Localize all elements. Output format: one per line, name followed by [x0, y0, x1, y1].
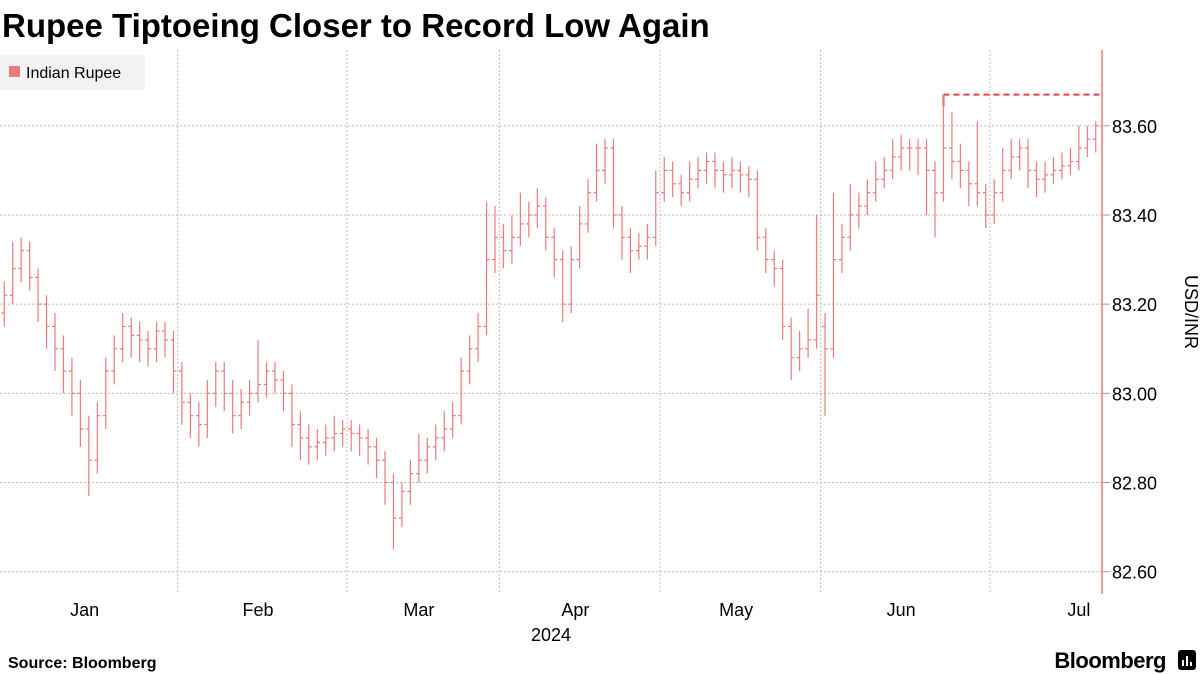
brand: Bloomberg	[1054, 648, 1166, 673]
source: Source: Bloomberg	[8, 655, 156, 672]
x-tick-label: Mar	[403, 600, 434, 620]
legend-label: Indian Rupee	[26, 65, 121, 82]
y-tick-label: 83.60	[1112, 117, 1157, 137]
brand-icon	[1178, 650, 1196, 670]
x-tick-label: Jul	[1067, 600, 1090, 620]
x-axis-year: 2024	[531, 625, 571, 645]
chart-title: Rupee Tiptoeing Closer to Record Low Aga…	[2, 7, 710, 44]
x-tick-label: May	[719, 600, 753, 620]
x-tick-label: Jan	[70, 600, 99, 620]
y-tick-label: 82.80	[1112, 474, 1157, 494]
y-tick-label: 83.00	[1112, 384, 1157, 404]
y-axis-title: USD/INR	[1181, 275, 1200, 349]
y-tick-label: 83.20	[1112, 295, 1157, 315]
legend-box	[0, 55, 145, 90]
x-tick-label: Jun	[887, 600, 916, 620]
legend-swatch	[9, 66, 20, 77]
x-tick-label: Feb	[243, 600, 274, 620]
y-tick-label: 82.60	[1112, 563, 1157, 583]
y-tick-label: 83.40	[1112, 206, 1157, 226]
x-tick-label: Apr	[561, 600, 589, 620]
